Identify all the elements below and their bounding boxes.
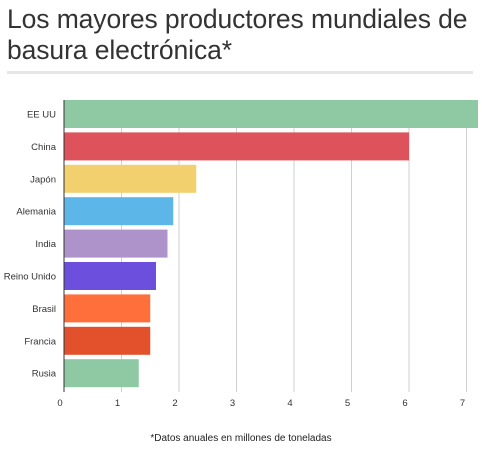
category-label: Reino Unido [4,272,56,283]
x-tick-label: 0 [57,398,62,409]
category-labels: EE UU China Japón Alemania India Reino Unido B… [4,110,57,380]
bar [64,294,151,323]
category-label: Japón [30,174,56,185]
x-tick-labels: 0 1 2 3 4 5 6 7 [57,398,465,409]
x-tick-label: 2 [172,398,177,409]
category-label: India [35,239,56,250]
bar [64,132,409,161]
category-label: Francia [24,336,56,347]
x-tick-label: 1 [115,398,120,409]
bar [64,164,197,193]
bar [64,326,151,355]
bar [64,100,478,128]
x-tick-label: 6 [402,398,407,409]
x-tick-label: 4 [287,398,292,409]
title-divider [7,71,473,74]
bar [64,197,174,226]
footnote: *Datos anuales en millones de toneladas [150,433,332,444]
category-label: EE UU [27,110,56,121]
category-label: Brasil [32,304,56,315]
bars [64,100,478,388]
bar [64,229,168,258]
bar [64,262,156,290]
chart-title: Los mayores productores mundiales de bas… [7,4,468,65]
category-label: Alemania [16,207,56,218]
x-tick-label: 3 [230,398,235,409]
category-label: Rusia [32,369,57,380]
x-tick-label: 7 [460,398,465,409]
bar [64,359,139,388]
category-label: China [31,142,57,153]
x-tick-label: 5 [345,398,350,409]
